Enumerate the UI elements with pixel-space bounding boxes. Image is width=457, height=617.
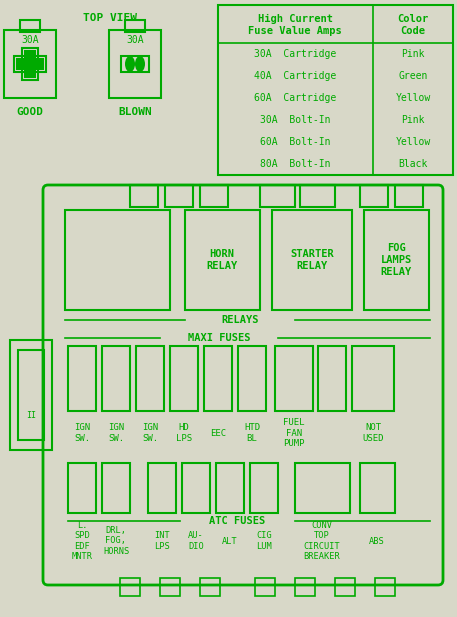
Bar: [255, 578, 275, 596]
Text: Yellow: Yellow: [395, 137, 430, 147]
Text: Black: Black: [399, 159, 428, 169]
Bar: [238, 346, 266, 411]
Bar: [364, 210, 429, 310]
Bar: [4, 30, 56, 98]
Bar: [295, 463, 350, 513]
Text: IGN
SW.: IGN SW.: [142, 423, 158, 443]
Bar: [295, 578, 315, 596]
Text: EEC: EEC: [210, 428, 226, 437]
Text: ALT: ALT: [222, 537, 238, 545]
Bar: [200, 578, 220, 596]
Bar: [109, 30, 161, 98]
Bar: [170, 346, 198, 411]
Bar: [18, 350, 44, 440]
Bar: [318, 346, 346, 411]
Bar: [102, 346, 130, 411]
Bar: [375, 578, 395, 596]
Bar: [218, 5, 453, 175]
Bar: [200, 185, 228, 207]
Bar: [300, 185, 335, 207]
Text: 30A  Bolt-In: 30A Bolt-In: [260, 115, 330, 125]
Text: CIG
LUM: CIG LUM: [256, 531, 272, 551]
Text: 80A  Bolt-In: 80A Bolt-In: [260, 159, 330, 169]
Bar: [216, 463, 244, 513]
Bar: [352, 346, 394, 411]
Bar: [120, 578, 140, 596]
Bar: [250, 463, 278, 513]
Text: 60A  Cartridge: 60A Cartridge: [254, 93, 336, 103]
Bar: [260, 185, 295, 207]
Bar: [14, 56, 46, 72]
Bar: [22, 48, 38, 80]
Text: BLOWN: BLOWN: [118, 107, 152, 117]
Text: INT
LPS: INT LPS: [154, 531, 170, 551]
Bar: [65, 210, 170, 310]
Text: FUEL
FAN
PUMP: FUEL FAN PUMP: [283, 418, 305, 448]
Text: II: II: [26, 410, 36, 420]
Bar: [272, 210, 352, 310]
Bar: [136, 346, 164, 411]
Bar: [360, 185, 388, 207]
Text: Pink: Pink: [401, 49, 425, 59]
Ellipse shape: [125, 56, 135, 72]
Bar: [121, 56, 149, 72]
Bar: [102, 463, 130, 513]
Bar: [68, 346, 96, 411]
Text: MAXI FUSES: MAXI FUSES: [188, 333, 250, 343]
Text: HD
LPS: HD LPS: [176, 423, 192, 443]
Bar: [395, 185, 423, 207]
Bar: [148, 463, 176, 513]
Text: FOG
LAMPS
RELAY: FOG LAMPS RELAY: [380, 243, 412, 276]
Bar: [20, 20, 40, 32]
Text: Color
Code: Color Code: [398, 14, 429, 36]
Text: NOT
USED: NOT USED: [362, 423, 384, 443]
Bar: [204, 346, 232, 411]
Text: IGN
SW.: IGN SW.: [108, 423, 124, 443]
Text: GOOD: GOOD: [16, 107, 43, 117]
Bar: [275, 346, 313, 411]
Text: ABS: ABS: [369, 537, 385, 545]
Bar: [360, 463, 395, 513]
Text: AU-
DIO: AU- DIO: [188, 531, 204, 551]
Text: CONV
TOP
CIRCUIT
BREAKER: CONV TOP CIRCUIT BREAKER: [303, 521, 340, 561]
Bar: [16, 58, 44, 70]
Text: 40A  Cartridge: 40A Cartridge: [254, 71, 336, 81]
Bar: [68, 463, 96, 513]
Text: 30A: 30A: [126, 35, 144, 45]
Ellipse shape: [135, 56, 145, 72]
Bar: [130, 185, 158, 207]
Bar: [185, 210, 260, 310]
Bar: [125, 20, 145, 32]
Text: Green: Green: [399, 71, 428, 81]
Bar: [10, 340, 52, 450]
Text: Yellow: Yellow: [395, 93, 430, 103]
Text: STARTER
RELAY: STARTER RELAY: [290, 249, 334, 271]
Text: 30A: 30A: [21, 35, 39, 45]
Text: RELAYS: RELAYS: [221, 315, 259, 325]
Text: IGN
SW.: IGN SW.: [74, 423, 90, 443]
Text: TOP VIEW: TOP VIEW: [83, 13, 137, 23]
Text: 30A  Cartridge: 30A Cartridge: [254, 49, 336, 59]
Text: Pink: Pink: [401, 115, 425, 125]
Text: 60A  Bolt-In: 60A Bolt-In: [260, 137, 330, 147]
Text: High Current
Fuse Value Amps: High Current Fuse Value Amps: [248, 14, 342, 36]
Text: ATC FUSES: ATC FUSES: [209, 516, 265, 526]
Text: DRL,
FOG,
HORNS: DRL, FOG, HORNS: [103, 526, 129, 556]
Bar: [24, 50, 36, 78]
Text: HORN
RELAY: HORN RELAY: [207, 249, 238, 271]
Bar: [335, 578, 355, 596]
Bar: [165, 185, 193, 207]
Bar: [160, 578, 180, 596]
Bar: [182, 463, 210, 513]
Text: HTD
BL: HTD BL: [244, 423, 260, 443]
Text: L.
SPD
EDF
MNTR: L. SPD EDF MNTR: [71, 521, 92, 561]
